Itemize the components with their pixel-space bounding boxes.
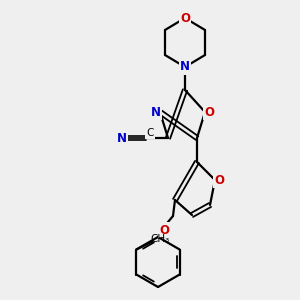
Text: O: O xyxy=(204,106,214,118)
Text: N: N xyxy=(180,61,190,74)
Text: CH₃: CH₃ xyxy=(151,235,170,244)
Text: O: O xyxy=(180,11,190,25)
Text: C: C xyxy=(146,128,154,138)
Text: O: O xyxy=(159,224,169,236)
Text: N: N xyxy=(151,106,161,118)
Text: N: N xyxy=(117,131,127,145)
Text: O: O xyxy=(214,173,224,187)
